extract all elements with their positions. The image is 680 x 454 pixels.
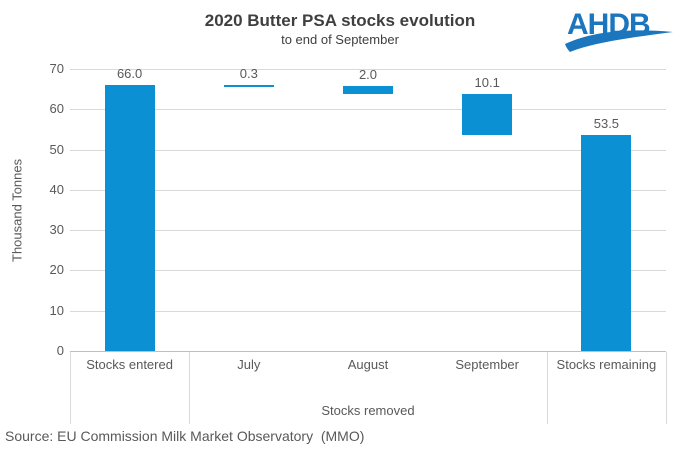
gridline	[70, 149, 666, 151]
data-label: 0.3	[239, 66, 258, 82]
bar-july	[223, 85, 274, 88]
category-label-august: August	[308, 357, 427, 372]
category-label-text: August	[347, 357, 389, 372]
y-tick-label: 20	[49, 262, 64, 278]
category-label-stocks-remaining: Stocks remaining	[547, 357, 666, 372]
gridline	[70, 310, 666, 312]
y-tick-label: 50	[49, 141, 64, 157]
y-tick-label: 70	[49, 61, 64, 76]
source-text: Source: EU Commission Milk Market Observ…	[5, 428, 365, 444]
gridline	[70, 69, 666, 70]
category-label-september: September	[428, 357, 547, 372]
group-label: Stocks removed	[321, 403, 415, 418]
bar-august	[343, 86, 393, 95]
category-label-text: Stocks entered	[86, 357, 173, 372]
axis-band-divider	[666, 352, 667, 424]
y-tick-label: 0	[56, 343, 64, 358]
category-label-text: September	[455, 357, 519, 372]
axis-band-divider	[189, 352, 191, 424]
data-label: 10.1	[474, 75, 500, 91]
chart-subtitle: to end of September	[281, 32, 399, 47]
y-tick-label: 40	[49, 181, 64, 197]
x-axis-line	[70, 351, 666, 352]
ahdb-logo-graphic: AHDB	[565, 8, 673, 52]
gridline	[70, 270, 666, 272]
ahdb-logo: AHDB	[563, 4, 675, 54]
axis-band-divider	[546, 352, 548, 424]
bar-september	[462, 94, 513, 136]
category-label-stocks-entered: Stocks entered	[70, 357, 189, 372]
bar-stocks-entered	[104, 85, 155, 351]
data-label: 53.5	[593, 116, 620, 132]
gridline	[70, 109, 666, 111]
y-tick-label: 30	[49, 222, 64, 238]
ahdb-logo-wave-icon	[565, 30, 673, 52]
y-tick-label: 60	[49, 101, 64, 117]
category-label-july: July	[189, 357, 308, 372]
gridline	[70, 230, 666, 232]
data-label: 2.0	[358, 67, 378, 83]
bar-stocks-remaining	[581, 135, 632, 351]
gridline	[70, 189, 666, 191]
category-label-text: Stocks remaining	[556, 357, 657, 372]
y-tick-label: 10	[49, 302, 64, 318]
category-label-text: July	[237, 357, 261, 372]
data-label: 66.0	[116, 66, 143, 82]
chart-title: 2020 Butter PSA stocks evolution	[204, 11, 476, 30]
axis-band-divider	[70, 352, 71, 424]
